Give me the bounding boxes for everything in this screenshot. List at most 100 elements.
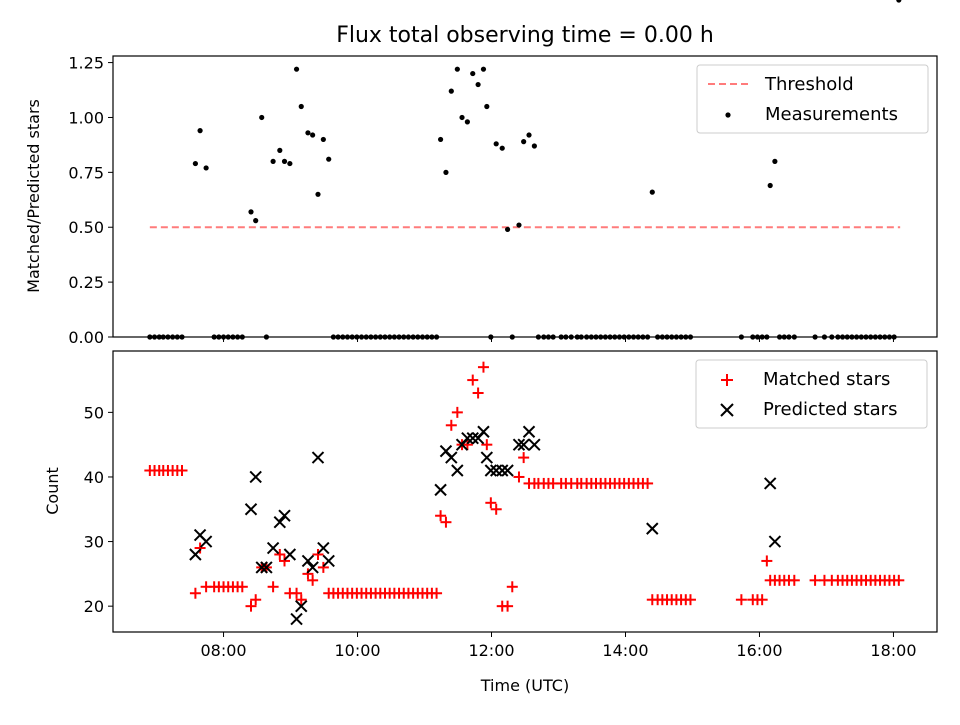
measurement-point [293, 66, 300, 72]
predicted-stars-point [301, 554, 315, 568]
measurement-point [896, 0, 902, 3]
measurement-point [504, 226, 511, 233]
measurement-point [493, 141, 499, 147]
predicted-stars-point [512, 438, 526, 451]
predicted-stars-point [466, 431, 479, 445]
top-ytick-label: 0.00 [68, 328, 104, 347]
predicted-stars-point [480, 451, 494, 464]
predicted-stars-point [646, 522, 659, 535]
legend-matched-swatch [721, 374, 733, 386]
measurement-point [192, 160, 198, 167]
xtick-label: 18:00 [870, 641, 916, 660]
matched-stars-point [278, 555, 290, 567]
measurement-point [649, 189, 655, 195]
xtick-label: 16:00 [736, 641, 782, 660]
bottom-legend-box [695, 359, 928, 429]
measurement-point [277, 147, 283, 153]
top-legend-box [696, 64, 929, 134]
matched-stars-point [194, 542, 206, 554]
matched-stars-point [477, 361, 489, 373]
xtick-label: 14:00 [602, 641, 648, 660]
top-axes-frame [112, 55, 938, 338]
predicted-stars-point [290, 612, 303, 626]
matched-stars-point [267, 581, 279, 593]
bottom-ytick-label: 40 [84, 468, 104, 487]
matched-stars-point [481, 439, 493, 451]
matched-stars-point [502, 600, 514, 612]
matched-stars-point [317, 561, 329, 573]
xlabel: Time (UTC) [480, 676, 569, 695]
measurement-point [526, 132, 532, 138]
predicted-stars-point [189, 548, 202, 561]
measurement-point [298, 103, 304, 110]
predicted-stars-point [244, 503, 258, 516]
measurement-point [499, 145, 505, 151]
predicted-stars-point [266, 541, 280, 555]
predicted-stars-point [484, 464, 498, 477]
bottom-ytick-label: 50 [84, 403, 104, 422]
predicted-stars-point [517, 438, 530, 451]
measurement-point [448, 88, 454, 94]
xtick-label: 10:00 [334, 641, 380, 660]
top-ylabel: Matched/Predicted stars [24, 99, 43, 293]
matched-stars-point [506, 581, 518, 593]
predicted-stars-point [278, 509, 291, 522]
predicted-stars-point [434, 483, 447, 497]
matched-stars-point [451, 406, 463, 418]
measurement-point [203, 165, 209, 171]
measurement-point [454, 66, 460, 72]
matched-stars-point [435, 510, 447, 522]
matched-stars-point [250, 594, 262, 606]
predicted-stars-point [317, 541, 330, 555]
chart-title: Flux total observing time = 0.00 h [336, 23, 714, 48]
predicted-stars-point [501, 464, 514, 477]
measurement-point [475, 81, 481, 88]
legend-predicted-swatch [720, 403, 734, 417]
predicted-stars-point [763, 477, 777, 490]
measurement-point [484, 103, 490, 110]
measurement-point [459, 114, 465, 121]
matched-stars-point [291, 587, 303, 599]
bottom-legend: Matched stars Predicted stars [695, 359, 928, 429]
predicted-stars-point [260, 561, 273, 574]
predicted-stars-point [768, 535, 782, 548]
predicted-stars-point [451, 464, 464, 477]
legend-measurements-label: Measurements [765, 104, 898, 125]
matched-stars-point [684, 594, 696, 606]
legend-measurements-swatch [725, 112, 731, 118]
matched-stars-point [431, 587, 443, 599]
matched-stars-point [295, 594, 307, 606]
matched-stars-point [761, 555, 773, 567]
matched-stars-point [236, 581, 248, 593]
predicted-stars-point [496, 464, 509, 477]
predicted-stars-point [477, 425, 490, 438]
measurement-point [320, 136, 326, 143]
measurement-point [480, 66, 487, 72]
matched-stars-point [307, 574, 319, 586]
predicted-stars-point [311, 451, 325, 464]
predicted-stars-point [283, 548, 297, 561]
predicted-stars-point [199, 535, 213, 548]
measurement-point [521, 139, 527, 145]
predicted-stars-point [249, 470, 262, 484]
top-ytick-label: 1.00 [68, 108, 104, 127]
matched-stars-point [445, 419, 457, 431]
top-panel: 0.00 0.25 0.50 0.75 1.00 1.25 Matched/Predict… [24, 0, 938, 347]
predicted-stars-point [322, 554, 335, 568]
measurement-point [470, 70, 476, 77]
predicted-stars-point [445, 451, 458, 464]
predicted-stars-point [306, 561, 319, 574]
matched-stars-point [176, 465, 188, 477]
matched-stars-point [513, 471, 525, 483]
predicted-stars-point [461, 431, 474, 445]
matched-stars-point [467, 374, 479, 386]
matched-stars-point [312, 548, 324, 560]
matched-stars-point [490, 503, 502, 515]
measurement-point [464, 119, 470, 125]
measurement-point [531, 143, 537, 149]
bottom-ylabel: Count [43, 467, 62, 515]
measurement-point [437, 136, 444, 143]
predicted-stars-point [295, 599, 308, 613]
bottom-panel: 08:00 10:00 12:00 14:00 16:00 18:00 20 30 40 50 C… [43, 350, 938, 695]
